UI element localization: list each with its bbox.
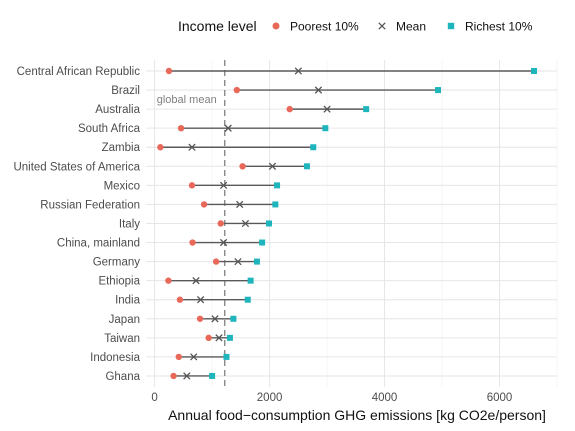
y-tick-label: Taiwan (104, 333, 140, 345)
global-mean-label: global mean (157, 94, 217, 106)
x-tick-label: 0 (151, 392, 157, 404)
mean-marker (190, 353, 198, 361)
y-tick-label: Indonesia (90, 352, 140, 364)
poorest-point (157, 144, 164, 151)
y-tick-label: Ethiopia (98, 276, 140, 288)
mean-marker (323, 105, 331, 113)
richest-point (310, 144, 317, 151)
legend: Income level Poorest 10% Mean Richest 10% (178, 18, 533, 34)
richest-point (363, 106, 370, 113)
poorest-point (176, 296, 184, 303)
legend-label: Mean (396, 20, 426, 34)
x-tick-label: 6000 (487, 392, 513, 404)
richest-point (266, 220, 273, 227)
mean-marker (314, 86, 323, 94)
poorest-point (239, 163, 246, 170)
mean-marker (236, 200, 244, 209)
mean-marker (196, 296, 205, 304)
poorest-point (217, 220, 224, 227)
y-tick-label: Brazil (111, 85, 140, 97)
y-tick-label: United States of America (13, 161, 140, 173)
y-tick-label: Russian Federation (40, 199, 140, 211)
data-marks (157, 67, 538, 380)
y-tick-label: Italy (119, 218, 140, 230)
mean-marker (192, 277, 200, 285)
y-tick-label: South Africa (78, 123, 141, 135)
richest-point (230, 315, 237, 322)
legend-key-richest (447, 22, 455, 30)
poorest-point (189, 239, 196, 246)
richest-point (274, 182, 281, 189)
mean-marker (268, 162, 277, 170)
legend-key-poorest (272, 22, 280, 30)
richest-point (223, 353, 230, 360)
poorest-point (286, 105, 293, 113)
y-tick-label: Japan (109, 314, 140, 326)
mean-marker (211, 315, 219, 323)
mean-marker (188, 143, 196, 151)
mean-marker (219, 181, 228, 190)
legend-title: Income level (178, 18, 257, 34)
mean-marker (234, 257, 242, 266)
richest-point (531, 68, 538, 74)
poorest-point (200, 201, 208, 208)
y-tick-label: China, mainland (57, 238, 140, 250)
richest-point (272, 201, 279, 208)
poorest-point (170, 372, 177, 380)
y-tick-label: Australia (95, 104, 140, 116)
legend-label: Poorest 10% (290, 20, 359, 34)
y-tick-label: Mexico (104, 180, 140, 192)
y-axis-labels: Central African Republic Brazil Australia S… (13, 66, 140, 383)
mean-marker (224, 124, 232, 132)
mean-marker (241, 219, 250, 228)
poorest-point (165, 277, 172, 284)
mean-marker (215, 334, 223, 342)
poorest-point (165, 67, 173, 75)
richest-point (259, 239, 266, 246)
richest-point (209, 372, 216, 379)
richest-point (435, 87, 442, 94)
richest-point (247, 277, 254, 284)
richest-point (322, 125, 329, 132)
mean-marker (219, 238, 228, 247)
x-axis-labels: 0 2000 4000 6000 (151, 392, 512, 404)
poorest-point (175, 353, 182, 361)
richest-point (244, 296, 251, 303)
richest-point (226, 334, 233, 341)
richest-point (253, 258, 260, 265)
poorest-point (188, 182, 196, 189)
y-tick-label: Zambia (102, 142, 141, 154)
y-tick-label: Central African Republic (17, 66, 141, 78)
poorest-point (196, 315, 204, 322)
legend-label: Richest 10% (465, 20, 533, 34)
mean-marker (294, 67, 302, 75)
x-axis-title: Annual food−consumption GHG emissions [k… (168, 407, 546, 423)
poorest-point (205, 334, 212, 342)
x-tick-label: 4000 (372, 392, 398, 404)
poorest-point (212, 258, 220, 265)
mean-marker (183, 372, 191, 380)
y-tick-label: India (115, 295, 141, 307)
y-tick-label: Ghana (105, 371, 140, 383)
poorest-point (233, 86, 241, 94)
richest-point (303, 163, 310, 170)
x-tick-label: 2000 (257, 392, 283, 404)
legend-key-mean (378, 22, 386, 30)
poorest-point (177, 124, 185, 132)
y-tick-label: Germany (93, 257, 141, 269)
